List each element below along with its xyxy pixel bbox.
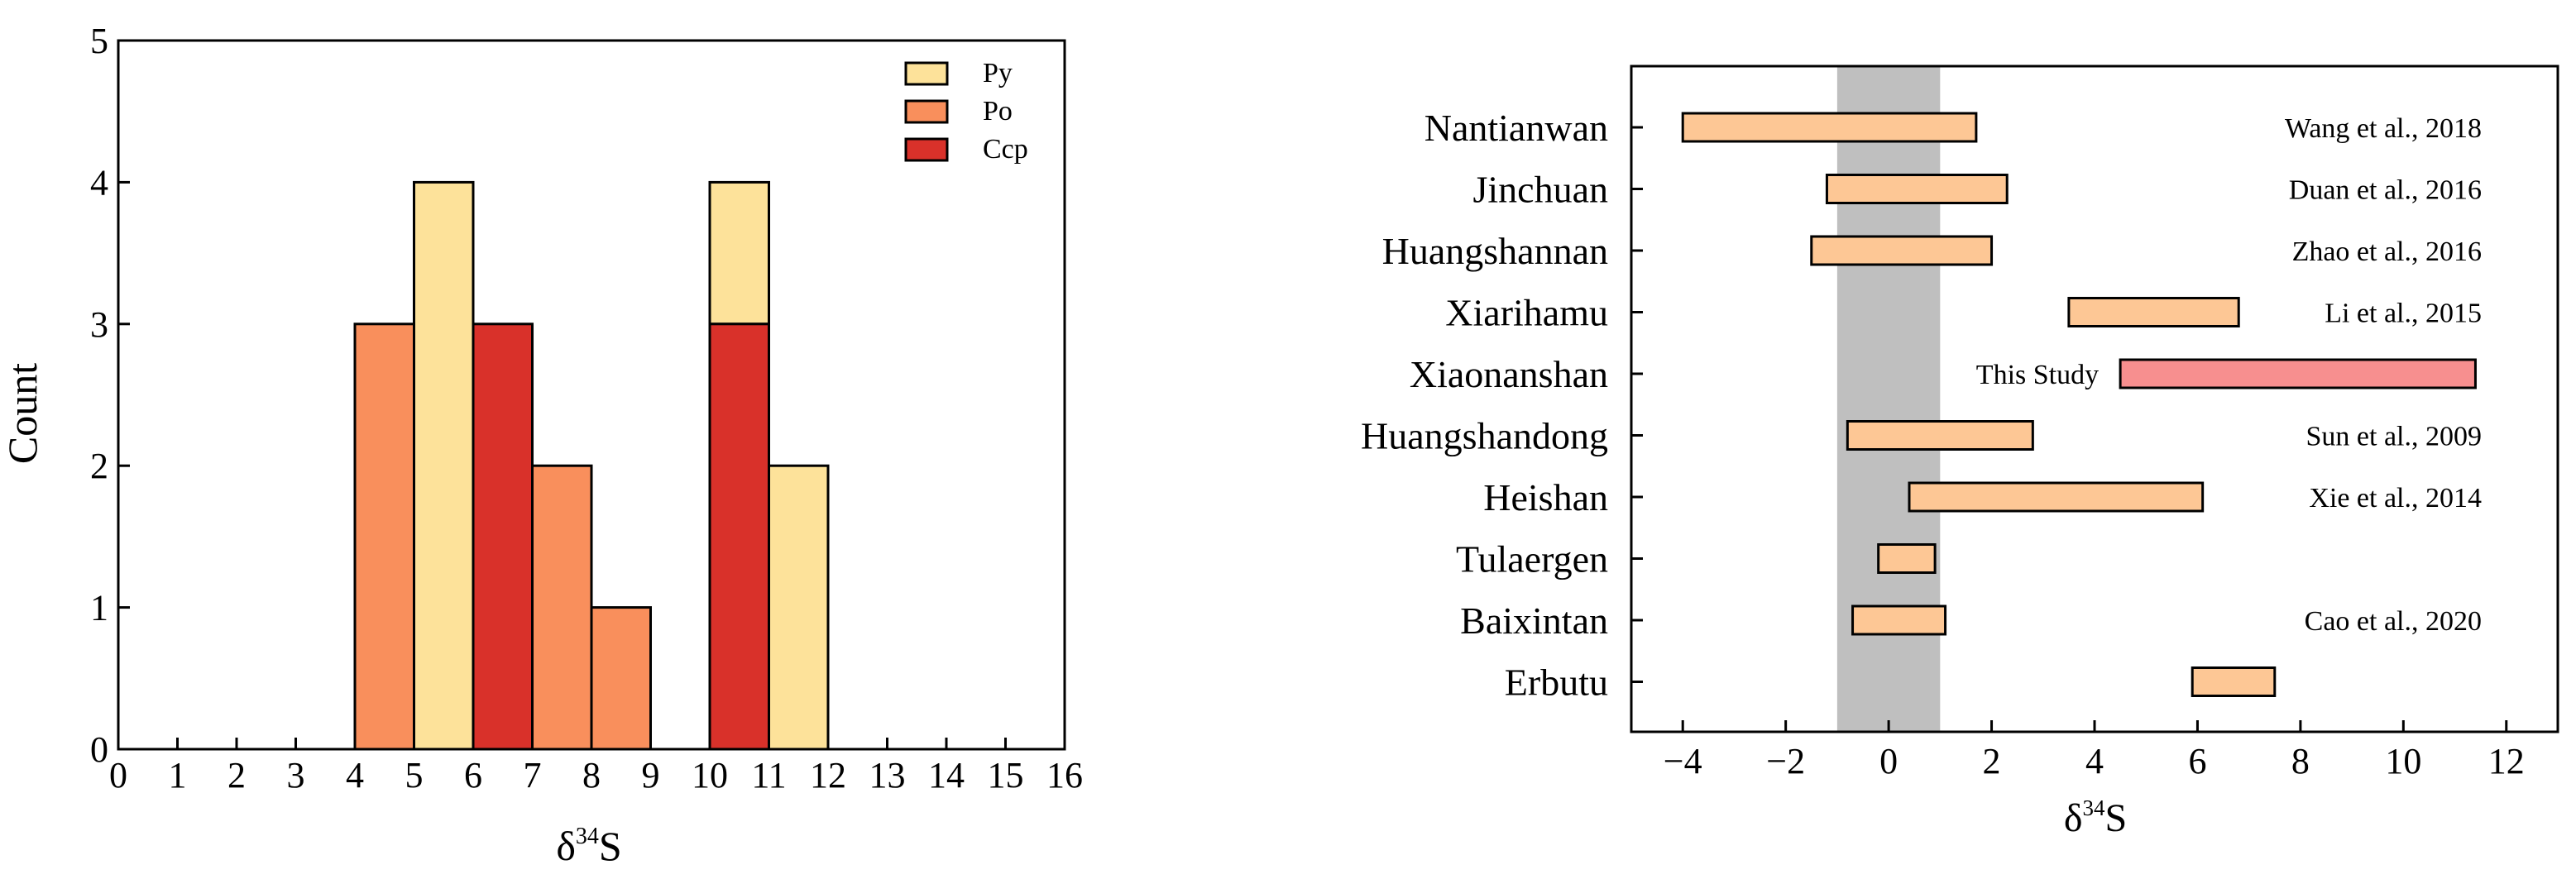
legend-swatch-py xyxy=(904,61,949,86)
reference-label: Li et al., 2015 xyxy=(2325,299,2482,329)
histogram-x-tick-label: 9 xyxy=(642,755,660,795)
range-x-axis-label: δ34S xyxy=(2064,795,2127,840)
histogram-y-tick-label: 3 xyxy=(90,304,108,345)
range-bar-nantianwan xyxy=(1681,112,1978,143)
reference-label: Sun et al., 2009 xyxy=(2306,422,2482,452)
x-label-element: S xyxy=(599,823,622,869)
histogram-bar-ccp xyxy=(472,322,534,751)
histogram-x-tick-label: 0 xyxy=(109,755,127,795)
x-label-superscript: 34 xyxy=(2082,795,2105,820)
reference-labels: Wang et al., 2018 Duan et al., 2016 Zhao e… xyxy=(1976,113,2482,637)
x-label-delta: δ xyxy=(556,823,576,869)
histogram-bar-ccp xyxy=(708,322,770,751)
histogram-legend: Py Po Ccp xyxy=(904,58,1028,165)
legend-swatch-ccp xyxy=(904,137,949,162)
x-label-delta: δ xyxy=(2064,796,2083,840)
range-bar-chart: −4 −2 0 2 4 6 8 10 12 Nantianwan Jinchuan Huangsha… xyxy=(1361,64,2559,840)
histogram-bar-py xyxy=(708,180,770,326)
range-bars xyxy=(1681,112,2477,697)
histogram-y-tick-label: 0 xyxy=(90,729,108,770)
reference-label: Wang et al., 2018 xyxy=(2285,113,2482,144)
histogram-y-tick-label: 5 xyxy=(90,21,108,61)
deposit-label-erbutu: Erbutu xyxy=(1505,662,1608,704)
histogram-bar-po xyxy=(531,464,593,751)
range-bar-erbutu xyxy=(2191,666,2277,697)
range-bar-huangshandong xyxy=(1846,420,2034,451)
deposit-label-heishan: Heishan xyxy=(1483,476,1608,518)
histogram-x-tick-label: 10 xyxy=(692,755,728,795)
range-bar-heishan xyxy=(1908,481,2205,513)
histogram-x-tick-label: 8 xyxy=(582,755,601,795)
x-label-superscript: 34 xyxy=(576,824,599,849)
reference-label: This Study xyxy=(1976,360,2099,390)
histogram-x-tick-label: 13 xyxy=(869,755,906,795)
histogram-x-tick-label: 5 xyxy=(405,755,424,795)
range-bar-xiarihamu xyxy=(2067,297,2240,327)
histogram-x-axis-label: δ34S xyxy=(556,823,621,869)
legend-swatch-po xyxy=(904,99,949,124)
range-x-tick-label: 0 xyxy=(1879,741,1898,781)
histogram-y-tick-label: 4 xyxy=(90,162,108,203)
range-x-tick-label: 6 xyxy=(2188,741,2206,781)
deposit-label-xiaonanshan: Xiaonanshan xyxy=(1410,353,1608,395)
range-x-ticks: −4 −2 0 2 4 6 8 10 12 xyxy=(1664,720,2525,781)
histogram-y-tick-label: 1 xyxy=(90,588,108,628)
histogram-x-tick-label: 16 xyxy=(1046,755,1083,795)
reference-label: Zhao et al., 2016 xyxy=(2292,236,2482,267)
range-x-tick-label: −2 xyxy=(1766,741,1805,781)
histogram-bar-py xyxy=(413,180,475,751)
histogram-bars xyxy=(353,180,830,751)
deposit-label-jinchuan: Jinchuan xyxy=(1472,169,1608,211)
histogram-bar-py xyxy=(768,464,830,751)
histogram-y-ticks: 0 1 2 3 4 5 xyxy=(90,21,130,770)
histogram-y-tick-label: 2 xyxy=(90,446,108,486)
histogram-x-tick-label: 12 xyxy=(810,755,846,795)
range-x-tick-label: 4 xyxy=(2085,741,2104,781)
deposit-label-xiarihamu: Xiarihamu xyxy=(1445,292,1608,334)
deposit-labels: Nantianwan Jinchuan Huangshannan Xiarihamu X… xyxy=(1361,107,1643,704)
deposit-label-baixintan: Baixintan xyxy=(1460,600,1608,642)
reference-label: Duan et al., 2016 xyxy=(2289,175,2482,206)
x-label-element: S xyxy=(2104,796,2127,840)
reference-label: Cao et al., 2020 xyxy=(2305,606,2482,637)
legend-label-ccp: Ccp xyxy=(983,134,1028,165)
deposit-label-huangshandong: Huangshandong xyxy=(1361,415,1608,457)
legend-label-po: Po xyxy=(983,96,1013,127)
histogram-x-tick-label: 15 xyxy=(988,755,1024,795)
histogram-x-tick-label: 14 xyxy=(928,755,965,795)
range-x-tick-label: 10 xyxy=(2385,741,2421,781)
legend-label-py: Py xyxy=(983,58,1013,88)
range-bar-baixintan xyxy=(1851,604,1947,636)
histogram-x-tick-label: 6 xyxy=(464,755,482,795)
histogram-x-tick-label: 2 xyxy=(227,755,246,795)
histogram-bar-po xyxy=(353,322,415,751)
range-bar-xiaonanshan xyxy=(2119,358,2477,389)
histogram-y-axis-label: Count xyxy=(0,363,45,464)
histogram-x-ticks: 0 1 2 3 4 5 6 7 8 9 10 11 12 13 14 15 16 xyxy=(109,738,1083,795)
range-bar-huangshannan xyxy=(1810,235,1994,266)
histogram-x-tick-label: 11 xyxy=(751,755,786,795)
histogram-x-tick-label: 7 xyxy=(524,755,542,795)
range-bar-jinchuan xyxy=(1825,174,2009,204)
deposit-label-tulaergen: Tulaergen xyxy=(1456,538,1608,580)
range-x-tick-label: 12 xyxy=(2488,741,2525,781)
range-x-tick-label: 2 xyxy=(1983,741,2001,781)
range-x-tick-label: 8 xyxy=(2291,741,2310,781)
histogram-bar-po xyxy=(590,606,652,751)
range-x-tick-label: −4 xyxy=(1664,741,1702,781)
histogram-x-tick-label: 1 xyxy=(169,755,187,795)
reference-label: Xie et al., 2014 xyxy=(2309,483,2482,514)
range-bar-tulaergen xyxy=(1877,543,1937,574)
deposit-label-huangshannan: Huangshannan xyxy=(1382,230,1608,272)
deposit-label-nantianwan: Nantianwan xyxy=(1424,107,1608,149)
histogram-x-tick-label: 4 xyxy=(346,755,364,795)
histogram-x-tick-label: 3 xyxy=(287,755,305,795)
